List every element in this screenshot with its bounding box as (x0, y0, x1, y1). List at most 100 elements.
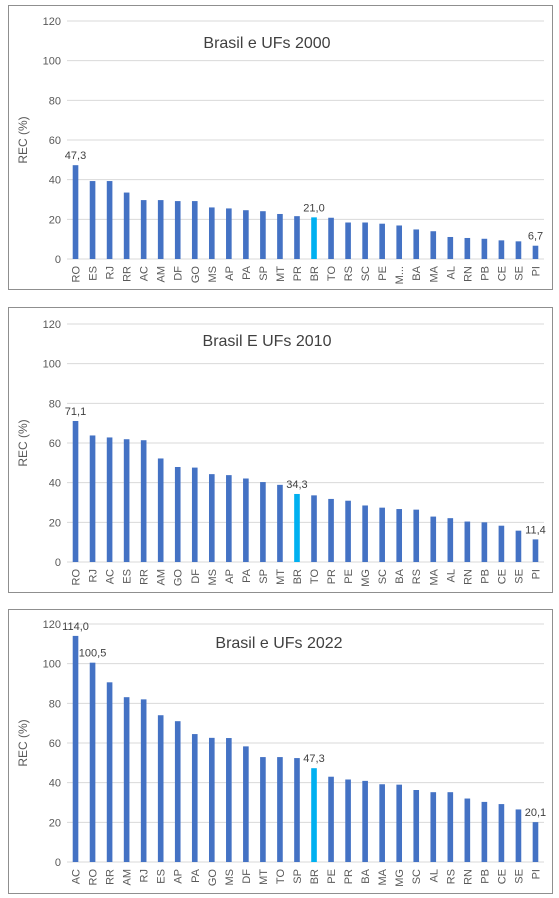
bar-pe (379, 223, 385, 259)
bar-rj (140, 699, 147, 862)
bar-ac (72, 635, 79, 862)
x-tick-label: AL (445, 266, 457, 279)
bar-es (123, 439, 130, 562)
bar-se (515, 530, 522, 562)
bar-ap (226, 475, 232, 562)
bar-ms (208, 474, 215, 562)
x-tick-label: DF (173, 266, 185, 281)
x-tick-label: RR (122, 266, 134, 282)
bar-rn (464, 521, 471, 562)
bar-ba (362, 780, 368, 862)
x-tick-label: GO (207, 869, 219, 887)
y-tick-label: 120 (43, 319, 61, 331)
bar-es (157, 715, 164, 862)
x-tick-label: CE (496, 569, 508, 584)
data-label: 6,7 (528, 231, 543, 243)
chart-panel-2022: 0 20 40 60 80 100 120 REC (%) Brasil e UFs 2022 A… (8, 609, 553, 894)
bar-pe (328, 776, 334, 862)
x-tick-label: MG (394, 869, 406, 887)
x-tick-label: TO (309, 569, 321, 585)
chart-panel-2000: 0 20 40 60 80 100 120 REC (%) Brasil e UFs 2000 R… (8, 5, 553, 290)
x-tick-label: RN (462, 869, 474, 885)
x-tick-label: BA (394, 568, 406, 583)
bar-pb (481, 522, 488, 562)
x-tick-label: SP (292, 869, 304, 884)
x-tick-label: ES (88, 266, 100, 281)
x-tick-label: MS (207, 266, 219, 283)
x-tick-label: ES (122, 569, 134, 584)
x-tick-label: PE (377, 266, 389, 281)
y-tick-label: 100 (43, 56, 61, 68)
x-tick-label: RS (411, 569, 423, 584)
y-tick-label: 0 (55, 857, 61, 869)
x-tick-label: PI (530, 266, 542, 276)
bar-mt (260, 757, 266, 862)
x-tick-label: MA (428, 265, 440, 282)
data-label: 100,5 (79, 648, 107, 660)
x-tick-label: AP (224, 569, 236, 584)
x-tick-label: PB (479, 869, 491, 884)
x-tick-label: CE (496, 869, 508, 884)
bar-ro (89, 662, 96, 862)
x-tick-label: MT (275, 569, 287, 585)
y-tick-label: 60 (49, 135, 61, 147)
bar-pi (532, 245, 539, 259)
x-tick-label: AC (139, 266, 151, 281)
bar-pe (345, 500, 351, 562)
x-tick-label: DF (190, 569, 202, 584)
bar-rn (464, 798, 471, 862)
y-tick-label: 100 (43, 659, 61, 671)
y-tick-label: 40 (49, 478, 61, 490)
y-tick-label: 20 (49, 817, 61, 829)
x-tick-label: MS (207, 569, 219, 586)
chart-title: Brasil e UFs 2022 (215, 635, 342, 652)
bar-rr (123, 192, 130, 259)
x-tick-label: MG (360, 569, 372, 587)
bar-rs (413, 509, 420, 562)
bar-sc (362, 222, 368, 259)
bar-rj (106, 181, 113, 259)
x-tick-label: PA (190, 868, 202, 883)
x-tick-label: RS (445, 869, 457, 884)
bar-pb (481, 238, 488, 259)
bar-ma (430, 516, 437, 562)
data-label: 11,4 (525, 524, 546, 536)
bar-br (311, 768, 317, 862)
x-tick-label: PE (343, 569, 355, 584)
chart-title: Brasil e UFs 2000 (203, 35, 330, 52)
bar-pr (345, 779, 351, 862)
x-tick-label: PI (530, 569, 542, 579)
bar-sp (260, 482, 266, 562)
bar-rn (464, 237, 471, 259)
bar-ba (413, 229, 420, 259)
bar-df (191, 467, 198, 562)
bar-rr (140, 440, 147, 562)
bar-ap (174, 721, 181, 862)
y-tick-label: 0 (55, 254, 61, 266)
x-tick-label: RO (71, 266, 83, 283)
y-tick-label: 20 (49, 214, 61, 226)
bar-ms (226, 738, 232, 862)
bar-sc (379, 507, 385, 562)
x-tick-label: BR (309, 869, 321, 884)
chart-panel-2010: 0 20 40 60 80 100 120 REC (%) Brasil E UFs 2010 R… (8, 307, 553, 593)
x-tick-label: BA (411, 265, 423, 280)
x-tick-label: PB (479, 569, 491, 584)
bar-chart-2010: 0 20 40 60 80 100 120 REC (%) Brasil E UFs 2010 R… (16, 319, 546, 587)
x-tick-label: SE (513, 569, 525, 584)
bar-pi (532, 822, 539, 862)
x-tick-label: TO (326, 266, 338, 282)
bar-al (447, 236, 454, 259)
x-tick-label: RR (105, 869, 117, 885)
bar-pr (294, 216, 300, 259)
x-tick-label: PA (241, 265, 253, 280)
bar-m (396, 225, 403, 259)
x-tick-label: SE (513, 869, 525, 884)
bar-df (243, 746, 249, 862)
x-tick-label: RR (139, 569, 151, 585)
bar-go (174, 466, 181, 562)
bar-go (191, 201, 198, 259)
x-tick-label: TO (275, 869, 287, 885)
bar-ma (430, 231, 437, 259)
y-tick-label: 40 (49, 778, 61, 790)
